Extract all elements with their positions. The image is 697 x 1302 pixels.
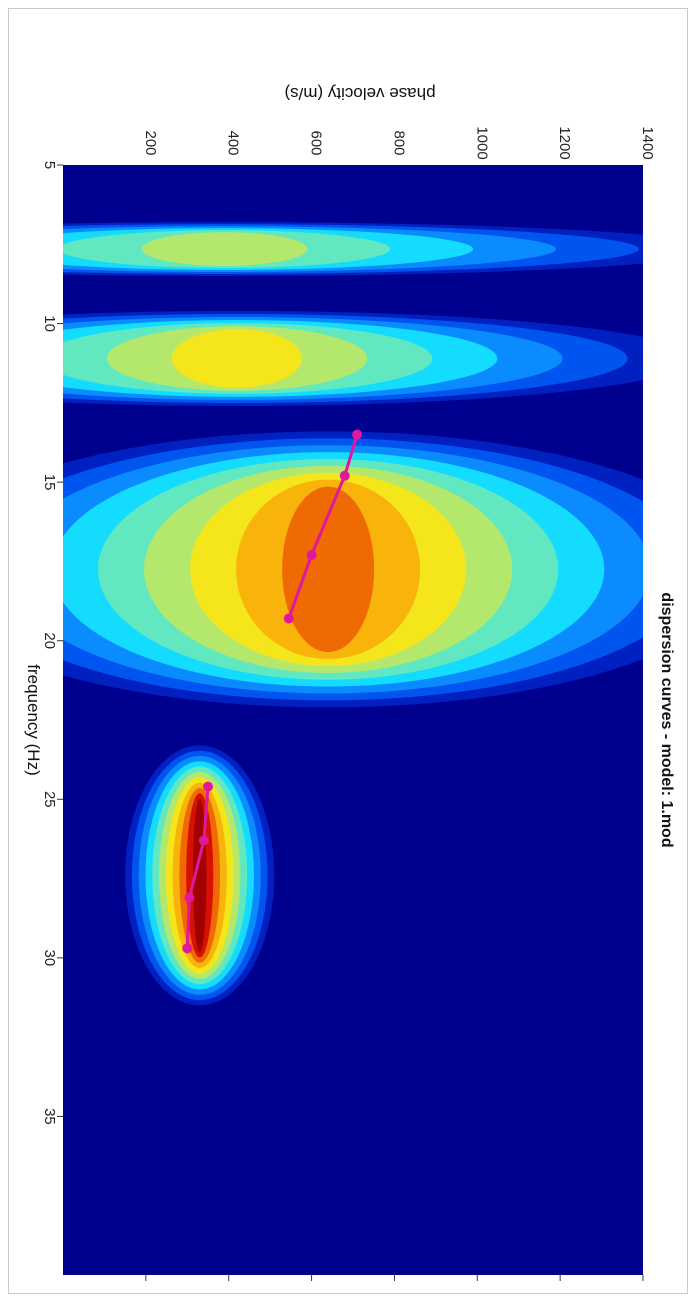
y-axis-title: phase velocity (m/s) <box>284 84 435 103</box>
series-1-point-1 <box>198 835 209 846</box>
heatmap-layer <box>63 222 643 1006</box>
x-tick-label-30: 30 <box>41 950 58 967</box>
series-0-point-0 <box>352 429 363 440</box>
series-0-point-1 <box>339 470 350 481</box>
series-0-line <box>287 434 359 620</box>
x-tick-label-25: 25 <box>41 791 58 808</box>
x-tick-label-15: 15 <box>41 474 58 491</box>
y-tick-label-1200: 1200 <box>556 126 573 159</box>
heat-band-1-level-7 <box>171 329 303 388</box>
x-tick-label-20: 20 <box>41 632 58 649</box>
figure-frame <box>8 8 688 1294</box>
y-tick-label-400: 400 <box>225 130 242 155</box>
x-tick-label-35: 35 <box>41 1108 58 1125</box>
series-1-point-2 <box>184 892 195 903</box>
heat-band-2-level-9 <box>282 486 375 653</box>
series-0-point-2 <box>306 550 317 561</box>
series-1-point-0 <box>203 781 213 792</box>
x-axis-title: frequency (Hz) <box>24 664 43 775</box>
series-1-line <box>185 786 210 949</box>
y-tick-label-1000: 1000 <box>473 126 490 159</box>
y-tick-label-200: 200 <box>142 130 159 155</box>
y-tick-label-600: 600 <box>308 130 325 155</box>
series-1-point-3 <box>182 943 193 954</box>
series-0-point-3 <box>283 613 294 624</box>
y-tick-label-800: 800 <box>390 130 407 155</box>
x-tick-label-10: 10 <box>41 315 58 332</box>
heat-band-0-level-6 <box>141 232 308 266</box>
chart-title: dispersion curves - model: 1.mod <box>658 592 675 847</box>
y-tick-label-1400: 1400 <box>639 126 656 159</box>
x-tick-label-5: 5 <box>41 161 58 169</box>
series-layer <box>182 429 363 954</box>
tick-layer: 200 400 600 800 1000 1200 1400 5 10 15 20 25 30 35 <box>41 126 656 1281</box>
